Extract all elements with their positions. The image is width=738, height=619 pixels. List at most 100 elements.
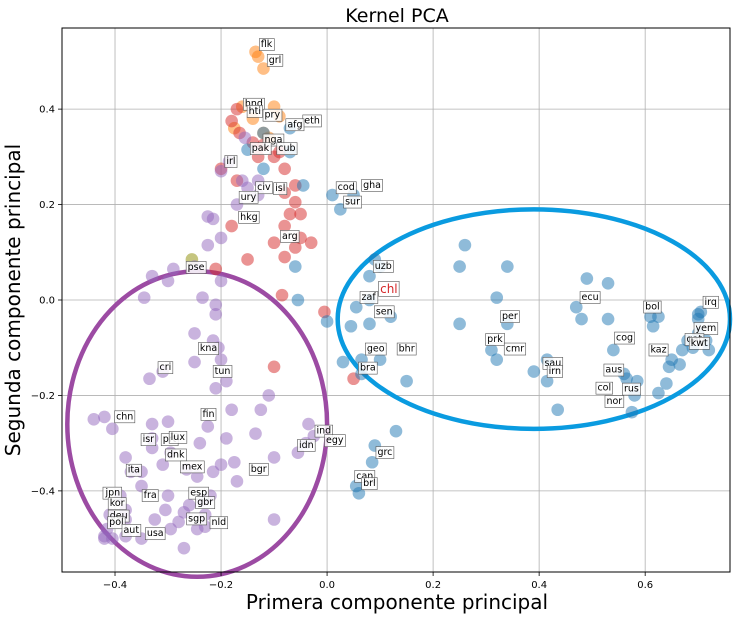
label-box (693, 322, 719, 335)
data-point-blue (257, 162, 270, 176)
data-point-red (318, 305, 331, 319)
label-box (503, 342, 527, 356)
data-point-blue (601, 276, 615, 290)
country-label: col (595, 381, 613, 395)
label-text: prk (487, 334, 503, 345)
x-tick-label: 0.6 (637, 580, 653, 591)
label-text: afg (287, 119, 302, 130)
country-label: cod (335, 181, 357, 195)
label-text: sau (544, 358, 561, 369)
data-point-purple (145, 269, 159, 283)
label-box (121, 524, 142, 537)
data-point-purple (209, 381, 223, 395)
label-text: fin (202, 409, 214, 420)
country-label: pse (185, 261, 207, 274)
data-point-purple (161, 489, 175, 502)
label-box (125, 463, 142, 477)
country-label: irq (702, 295, 719, 309)
label-box (314, 424, 333, 438)
label-box (603, 363, 625, 377)
country-label: arg (280, 230, 300, 243)
label-box (622, 382, 641, 396)
data-point-red (267, 236, 281, 250)
label-text: idn (299, 440, 314, 451)
data-point-purple (156, 458, 170, 471)
label-box (200, 408, 217, 421)
y-tick-label: 0.0 (39, 296, 55, 307)
grid (62, 28, 730, 572)
country-label: bgr (248, 462, 269, 476)
data-point-purple (228, 455, 241, 469)
data-point-purple (190, 470, 204, 483)
label-box (249, 142, 272, 155)
country-label: isl (273, 182, 288, 195)
country-label: gbr (195, 496, 216, 509)
label-box (604, 395, 625, 408)
label-text: usa (147, 528, 164, 539)
label-text: brl (363, 478, 376, 489)
data-point-blue (580, 272, 594, 285)
label-text: deu (110, 511, 128, 522)
country-label: chn (114, 410, 136, 424)
label-text: nor (606, 396, 622, 407)
data-point-orange (251, 50, 265, 63)
label-text: flk (261, 39, 273, 50)
label-text: cub (278, 143, 295, 154)
label-text: eth (304, 115, 320, 126)
label-text: bgr (251, 464, 267, 475)
label-box (335, 181, 357, 195)
label-text: chn (116, 411, 133, 422)
label-text: zaf (362, 292, 377, 303)
highlighted-country-label: chl (378, 281, 400, 297)
label-text: chl (380, 282, 398, 296)
data-point-purple (230, 475, 244, 488)
data-point-red (267, 360, 281, 374)
label-box (280, 230, 300, 243)
country-label: hkg (238, 211, 260, 224)
label-box (248, 462, 269, 476)
label-box (358, 361, 378, 375)
data-point-purple (220, 374, 233, 388)
label-text: kaz (650, 344, 666, 355)
label-text: sur (345, 197, 360, 208)
label-box (614, 331, 635, 345)
data-point-blue (490, 291, 504, 304)
label-box (157, 361, 174, 374)
label-text: pry (265, 110, 281, 121)
label-text: nga (265, 135, 283, 146)
label-box (224, 155, 238, 168)
data-point-purple (214, 164, 228, 178)
data-point-blue (296, 179, 310, 192)
country-label: eth (302, 114, 322, 128)
country-label: pry (262, 108, 283, 122)
country-label: idn (297, 439, 316, 452)
country-label: aus (603, 363, 625, 377)
data-point-red (278, 250, 291, 264)
label-box (702, 295, 719, 309)
data-point-blue (291, 293, 305, 307)
label-box (266, 54, 284, 67)
country-label: lux (168, 431, 188, 444)
data-point-blue (326, 188, 339, 202)
country-label: kna (198, 342, 220, 355)
x-tick-label: 0.2 (425, 580, 441, 591)
label-box (165, 448, 187, 462)
label-text: jpn (104, 488, 120, 499)
data-point-purple (201, 238, 215, 252)
data-point-blue (288, 260, 302, 273)
label-text: lux (171, 432, 186, 443)
y-tick-label: −0.2 (31, 391, 55, 402)
country-label: hti (246, 105, 263, 118)
data-point-purple (214, 231, 228, 245)
data-point-red (304, 236, 318, 250)
label-box (579, 291, 601, 304)
data-point-blue (660, 377, 673, 390)
data-point-purple (302, 417, 315, 431)
country-label: pak (249, 142, 272, 155)
data-point-purple (262, 389, 276, 402)
data-point-purple (190, 522, 204, 536)
data-point-purple (177, 541, 191, 555)
y-tick-label: 0.2 (39, 200, 55, 211)
data-point-blue (352, 486, 366, 500)
label-text: cmr (506, 344, 524, 355)
